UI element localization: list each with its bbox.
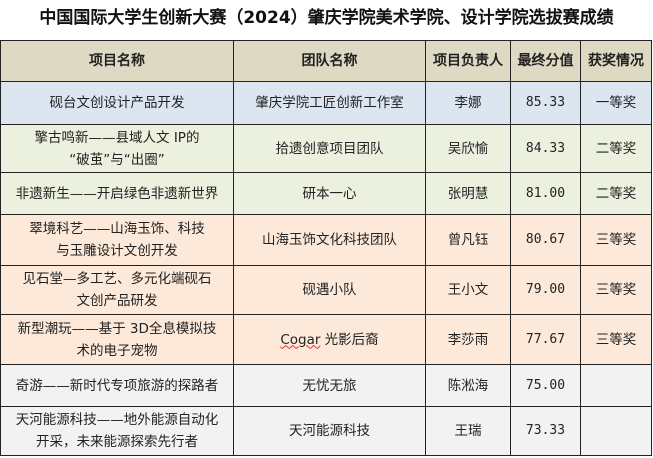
- score-cell: 79.00: [510, 265, 581, 315]
- table-row: 翠境科艺——山海玉饰、科技 与玉雕设计文创开发 山海玉饰文化科技团队 曾凡钰 8…: [0, 214, 652, 266]
- team-cell: 砚遇小队: [233, 265, 426, 315]
- team-name-cjk: 光影后裔: [320, 331, 379, 348]
- award-cell: 三等奖: [580, 314, 652, 365]
- score-cell: 81.00: [510, 172, 581, 215]
- score-cell: 80.67: [510, 214, 581, 266]
- team-name-latin: Cogar: [280, 331, 321, 348]
- team-cell: 天河能源科技: [233, 406, 426, 456]
- award-cell: [580, 406, 652, 456]
- project-cell: 天河能源科技——地外能源自动化 开采，未来能源探索先行者: [0, 406, 234, 456]
- award-cell: 三等奖: [580, 265, 652, 315]
- header-award: 获奖情况: [580, 40, 652, 82]
- award-cell: [580, 364, 652, 407]
- leader-cell: 吴欣愉: [425, 124, 511, 173]
- team-cell: 肇庆学院工匠创新工作室: [233, 81, 426, 125]
- table-row: 擎古鸣新——县域人文 IP的 “破茧”与“出圈” 拾遗创意项目团队 吴欣愉 84…: [0, 124, 652, 173]
- award-cell: 二等奖: [580, 124, 652, 173]
- leader-cell: 王瑞: [425, 406, 511, 456]
- team-cell: 研本一心: [233, 172, 426, 215]
- leader-cell: 张明慧: [425, 172, 511, 215]
- project-cell: 砚台文创设计产品开发: [0, 81, 234, 125]
- page-title: 中国国际大学生创新大赛（2024）肇庆学院美术学院、设计学院选拔赛成绩: [39, 8, 614, 28]
- award-cell: 一等奖: [580, 81, 652, 125]
- table-row: 天河能源科技——地外能源自动化 开采，未来能源探索先行者 天河能源科技 王瑞 7…: [0, 406, 652, 456]
- header-project: 项目名称: [0, 40, 234, 82]
- score-cell: 75.00: [510, 364, 581, 407]
- header-score: 最终分值: [510, 40, 581, 82]
- team-cell: 无忧无旅: [233, 364, 426, 407]
- leader-cell: 王小文: [425, 265, 511, 315]
- project-cell: 翠境科艺——山海玉饰、科技 与玉雕设计文创开发: [0, 214, 234, 266]
- results-table: 项目名称 团队名称 项目负责人 最终分值 获奖情况 砚台文创设计产品开发 肇庆学…: [0, 40, 652, 456]
- project-cell: 擎古鸣新——县域人文 IP的 “破茧”与“出圈”: [0, 124, 234, 173]
- header-team: 团队名称: [233, 40, 426, 82]
- award-cell: 二等奖: [580, 172, 652, 215]
- header-leader: 项目负责人: [425, 40, 511, 82]
- project-cell: 非遗新生——开启绿色非遗新世界: [0, 172, 234, 215]
- project-cell: 新型潮玩——基于 3D全息模拟技 术的电子宠物: [0, 314, 234, 365]
- leader-cell: 陈淞海: [425, 364, 511, 407]
- table-row: 砚台文创设计产品开发 肇庆学院工匠创新工作室 李娜 85.33 一等奖: [0, 81, 652, 125]
- leader-cell: 李莎雨: [425, 314, 511, 365]
- project-cell: 见石堂—多工艺、多元化端砚石 文创产品研发: [0, 265, 234, 315]
- team-cell: Cogar 光影后裔: [233, 314, 426, 365]
- table-row: 奇游——新时代专项旅游的探路者 无忧无旅 陈淞海 75.00: [0, 364, 652, 407]
- award-cell: 三等奖: [580, 214, 652, 266]
- score-cell: 73.33: [510, 406, 581, 456]
- leader-cell: 李娜: [425, 81, 511, 125]
- table-row: 见石堂—多工艺、多元化端砚石 文创产品研发 砚遇小队 王小文 79.00 三等奖: [0, 265, 652, 315]
- score-cell: 77.67: [510, 314, 581, 365]
- score-cell: 84.33: [510, 124, 581, 173]
- team-cell: 山海玉饰文化科技团队: [233, 214, 426, 266]
- table-row: 新型潮玩——基于 3D全息模拟技 术的电子宠物 Cogar 光影后裔 李莎雨 7…: [0, 314, 652, 365]
- table-row: 非遗新生——开启绿色非遗新世界 研本一心 张明慧 81.00 二等奖: [0, 172, 652, 215]
- leader-cell: 曾凡钰: [425, 214, 511, 266]
- score-cell: 85.33: [510, 81, 581, 125]
- table-header-row: 项目名称 团队名称 项目负责人 最终分值 获奖情况: [0, 40, 652, 82]
- project-cell: 奇游——新时代专项旅游的探路者: [0, 364, 234, 407]
- team-cell: 拾遗创意项目团队: [233, 124, 426, 173]
